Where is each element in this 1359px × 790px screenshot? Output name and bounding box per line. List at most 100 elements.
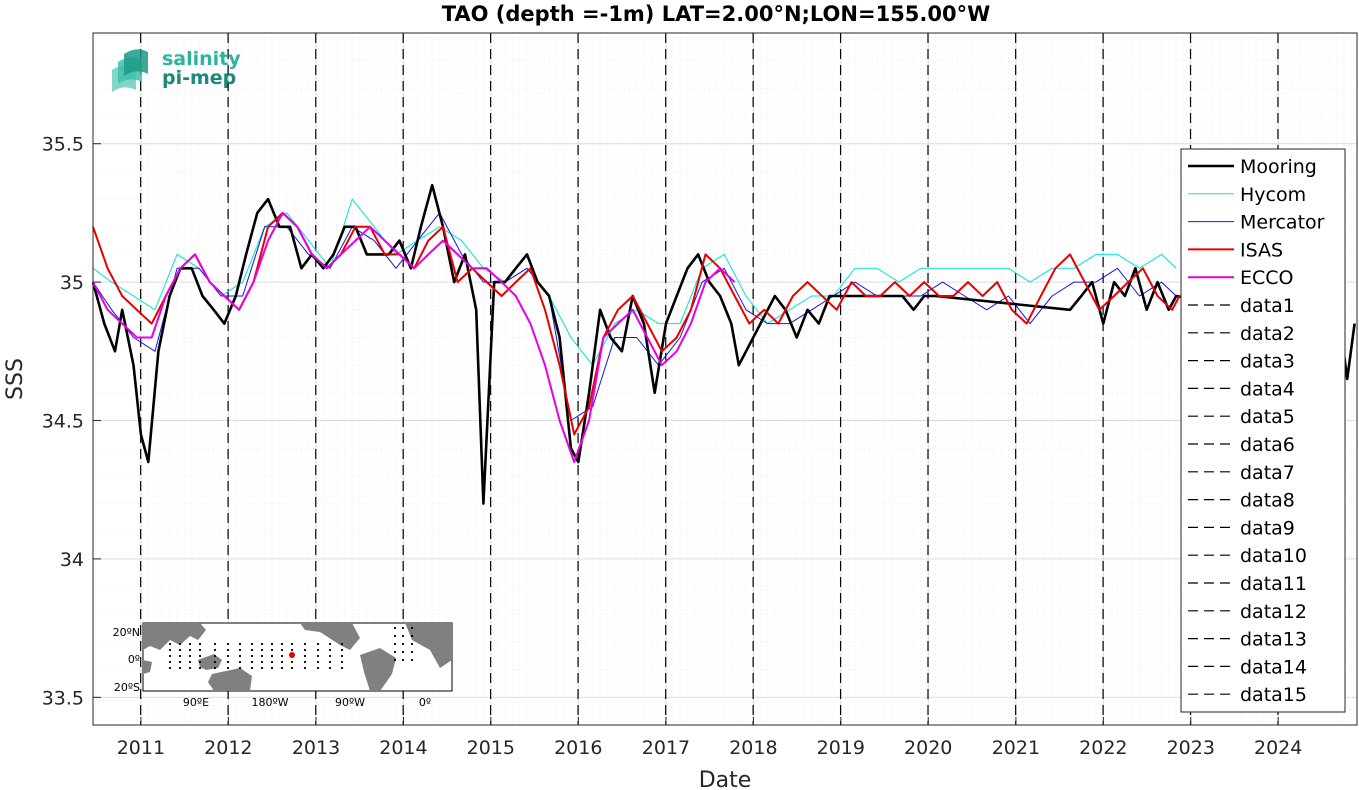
- x-tick-label: 2019: [817, 737, 865, 759]
- inset-buoy: [260, 666, 264, 670]
- inset-buoy: [250, 642, 254, 646]
- inset-buoy: [260, 642, 264, 646]
- inset-buoy: [188, 648, 192, 652]
- legend-label-data10: data10: [1240, 545, 1307, 567]
- inset-buoy: [226, 666, 230, 670]
- y-tick-label: 34.5: [42, 411, 84, 433]
- inset-buoy: [213, 660, 217, 664]
- inset-buoy: [303, 654, 307, 658]
- x-tick-label: 2013: [292, 737, 340, 759]
- inset-buoy: [303, 666, 307, 670]
- y-tick-label: 33.5: [42, 687, 84, 709]
- inset-buoy: [238, 642, 242, 646]
- inset-buoy: [316, 654, 320, 658]
- inset-buoy: [303, 648, 307, 652]
- logo-line2: pi-mep: [162, 67, 236, 89]
- inset-buoy: [250, 654, 254, 658]
- x-tick-label: 2012: [204, 737, 252, 759]
- inset-lon-label-4: 0º: [419, 696, 431, 709]
- inset-buoy: [316, 648, 320, 652]
- inset-lat-label-2: 0º: [128, 653, 140, 666]
- inset-buoy: [340, 648, 344, 652]
- inset-buoy: [238, 648, 242, 652]
- inset-buoy: [280, 660, 284, 664]
- inset-buoy: [290, 666, 294, 670]
- inset-buoy: [410, 626, 414, 630]
- legend-label-data8: data8: [1240, 490, 1295, 512]
- inset-buoy: [238, 666, 242, 670]
- inset-buoy: [270, 648, 274, 652]
- inset-buoy: [316, 642, 320, 646]
- legend-label-data7: data7: [1240, 462, 1295, 484]
- y-axis-label: SSS: [3, 358, 28, 400]
- inset-lat-label-3: 20ºS: [114, 681, 140, 694]
- inset-buoy: [168, 666, 172, 670]
- inset-buoy: [401, 650, 405, 654]
- legend-label-data9: data9: [1240, 517, 1295, 539]
- inset-buoy: [316, 666, 320, 670]
- inset-buoy: [213, 648, 217, 652]
- inset-buoy: [328, 660, 332, 664]
- legend-label-data11: data11: [1240, 573, 1307, 595]
- series-ecco: [92, 211, 736, 463]
- x-tick-label: 2016: [554, 737, 602, 759]
- inset-buoy: [280, 642, 284, 646]
- y-tick-label: 35: [60, 272, 84, 294]
- x-tick-label: 2011: [117, 737, 165, 759]
- inset-buoy: [393, 658, 397, 662]
- inset-lon-label-1: 90ºE: [183, 696, 209, 709]
- series-isas: [92, 211, 1181, 436]
- inset-buoy: [270, 654, 274, 658]
- legend-label-mooring: Mooring: [1240, 156, 1317, 178]
- inset-buoy: [178, 642, 182, 646]
- x-axis-label: Date: [699, 768, 752, 790]
- inset-buoy: [213, 642, 217, 646]
- inset-buoy: [168, 654, 172, 658]
- legend-label-data3: data3: [1240, 351, 1295, 373]
- legend-label-data5: data5: [1240, 406, 1295, 428]
- inset-buoy: [303, 660, 307, 664]
- inset-buoy: [410, 642, 414, 646]
- inset-buoy: [226, 654, 230, 658]
- legend-label-data12: data12: [1240, 601, 1307, 623]
- inset-buoy: [410, 658, 414, 662]
- inset-buoy: [270, 642, 274, 646]
- x-tick-label: 2022: [1079, 737, 1127, 759]
- inset-buoy: [238, 654, 242, 658]
- y-tick-label: 35.5: [42, 134, 84, 156]
- inset-map: 20ºN 0º 20ºS 90ºE 180ºW 90ºW 0º: [113, 622, 453, 709]
- inset-buoy: [178, 648, 182, 652]
- inset-buoy: [290, 642, 294, 646]
- inset-buoy: [226, 648, 230, 652]
- inset-lat-label-1: 20ºN: [113, 626, 140, 639]
- x-tick-label: 2014: [379, 737, 427, 759]
- inset-buoy: [328, 648, 332, 652]
- y-tick-label: 34: [60, 549, 84, 571]
- x-tick-label: 2018: [729, 737, 777, 759]
- inset-buoy: [393, 642, 397, 646]
- x-axis-ticks: 2011 2012 2013 2014 2015 2016 2017 2018 2019 2020…: [117, 717, 1302, 759]
- inset-buoy: [280, 654, 284, 658]
- x-tick-label: 2020: [904, 737, 952, 759]
- inset-buoy: [270, 666, 274, 670]
- inset-buoy: [270, 660, 274, 664]
- inset-buoy: [393, 634, 397, 638]
- x-tick-label: 2015: [467, 737, 515, 759]
- inset-lon-label-3: 90ºW: [335, 696, 365, 709]
- legend-label-data6: data6: [1240, 434, 1295, 456]
- inset-lon-label-2: 180ºW: [251, 696, 288, 709]
- x-tick-label: 2017: [642, 737, 690, 759]
- inset-buoy: [340, 666, 344, 670]
- inset-map-location-marker: [289, 652, 295, 658]
- inset-buoy: [401, 658, 405, 662]
- inset-buoy: [340, 642, 344, 646]
- pimep-logo: salinity pi-mep: [112, 48, 241, 92]
- legend-label-isas: ISAS: [1240, 239, 1283, 261]
- inset-buoy: [340, 654, 344, 658]
- inset-buoy: [198, 642, 202, 646]
- inset-buoy: [226, 642, 230, 646]
- inset-buoy: [198, 660, 202, 664]
- x-tick-label: 2023: [1167, 737, 1215, 759]
- inset-buoy: [188, 666, 192, 670]
